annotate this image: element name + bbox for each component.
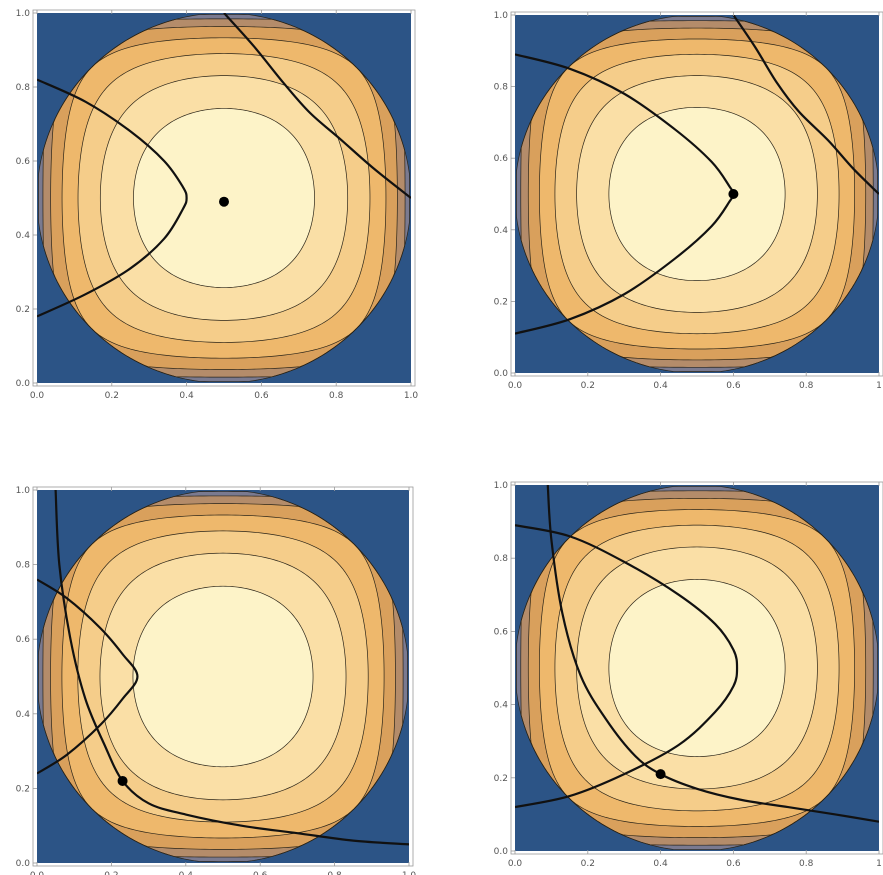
constraint-curve-2 — [54, 490, 409, 846]
contour-line-4 — [539, 509, 855, 827]
x-tick-label: 0.0 — [30, 391, 45, 401]
y-tick-label: 0.0 — [16, 379, 31, 389]
plot-area — [37, 490, 409, 863]
contour-line-7 — [608, 579, 786, 757]
contour-level-7 — [132, 586, 314, 767]
x-tick-label: 0.8 — [799, 381, 814, 391]
x-tick-label: 0.2 — [581, 859, 595, 869]
y-tick-label: 1.0 — [494, 481, 509, 491]
y-tick-label: 0.6 — [494, 627, 509, 637]
plot-area — [37, 13, 411, 383]
contour-line-5 — [554, 53, 840, 335]
x-tick-label: 0.0 — [508, 859, 523, 869]
contour-panel-3: 0.0 0.2 0.4 0.6 0.8 1.0 0.0 0.2 0.4 0.6 0.8 1.0 — [16, 486, 417, 875]
contour-level-7 — [608, 107, 786, 281]
y-tick-label: 0.2 — [16, 305, 30, 315]
y-tick-label: 0.6 — [494, 154, 509, 164]
x-tick-label: 0.2 — [104, 871, 118, 875]
contour-panel-2: 0.0 0.2 0.4 0.6 0.8 1 0.0 0.2 0.4 0.6 0.8 1.0 — [494, 11, 883, 391]
x-tick-label: 0.6 — [254, 391, 269, 401]
y-tick-label: 0.8 — [494, 554, 509, 564]
contour-line-4 — [61, 514, 385, 839]
contour-line-4 — [539, 38, 855, 350]
contour-line-3 — [527, 27, 867, 361]
plot-frame — [510, 481, 883, 855]
plot-area — [515, 485, 879, 851]
y-tick-label: 0.2 — [494, 774, 508, 784]
y-tick-label: 0.8 — [16, 561, 31, 571]
contour-line-3 — [50, 26, 398, 370]
constraint-curve-1 — [37, 578, 139, 775]
y-tick-label: 1.0 — [16, 9, 31, 19]
contour-panel-1: 0.0 0.2 0.4 0.6 0.8 1.0 0.0 0.2 0.4 0.6 0.8 1.0 — [16, 9, 419, 401]
x-tick-label: 0.6 — [726, 381, 741, 391]
contour-line-5 — [77, 53, 371, 343]
x-tick-label: 1 — [876, 381, 882, 391]
contour-line-6 — [99, 552, 347, 801]
contour-line-3 — [527, 497, 867, 839]
y-tick-label: 0.6 — [16, 635, 31, 645]
y-tick-label: 0.8 — [494, 83, 509, 93]
marked-point — [655, 769, 666, 780]
x-tick-label: 0.8 — [329, 391, 344, 401]
x-tick-label: 0.4 — [179, 391, 194, 401]
y-tick-label: 0.6 — [16, 157, 31, 167]
constraint-curve-1 — [515, 524, 739, 809]
x-tick-label: 1 — [876, 859, 882, 869]
x-tick-label: 0.8 — [799, 859, 814, 869]
plot-frame — [32, 486, 414, 867]
x-tick-label: 0.8 — [327, 871, 342, 875]
marked-point — [117, 775, 128, 786]
marked-point — [219, 196, 229, 207]
y-tick-label: 0.2 — [494, 297, 508, 307]
marked-point — [728, 189, 739, 199]
plot-area — [515, 15, 879, 373]
constraint-curve-2 — [546, 485, 879, 823]
constraint-curve-2 — [223, 13, 411, 199]
plot-frame — [510, 11, 883, 377]
contour-line-4 — [61, 37, 387, 359]
x-tick-label: 0.6 — [726, 859, 741, 869]
x-tick-label: 1.0 — [402, 871, 417, 875]
plot-frame — [32, 9, 416, 387]
constraint-curve-2 — [732, 15, 879, 195]
x-tick-label: 1.0 — [404, 391, 419, 401]
y-tick-label: 0.0 — [16, 859, 31, 869]
constraint-curve-1 — [37, 78, 188, 318]
contour-line-7 — [133, 108, 315, 288]
x-tick-label: 0.2 — [581, 381, 595, 391]
contour-line-6 — [99, 75, 349, 321]
y-tick-label: 0.4 — [494, 226, 509, 236]
x-tick-label: 0.0 — [30, 871, 45, 875]
y-tick-label: 0.4 — [16, 710, 31, 720]
contour-line-5 — [554, 524, 840, 812]
contour-level-7 — [608, 579, 786, 757]
y-tick-label: 0.0 — [494, 369, 509, 379]
contour-line-6 — [576, 75, 818, 313]
x-tick-label: 0.6 — [253, 871, 268, 875]
contour-panel-4: 0.0 0.2 0.4 0.6 0.8 1 0.0 0.2 0.4 0.6 0.8 1.0 — [494, 481, 883, 869]
contour-line-7 — [132, 585, 314, 768]
y-tick-label: 1.0 — [494, 11, 509, 21]
x-tick-label: 0.0 — [508, 381, 523, 391]
contour-line-3 — [50, 503, 396, 850]
y-tick-label: 1.0 — [16, 486, 31, 496]
y-tick-label: 0.2 — [16, 784, 30, 794]
x-tick-label: 0.2 — [105, 391, 119, 401]
y-tick-label: 0.0 — [494, 847, 509, 857]
contour-line-7 — [608, 106, 786, 282]
y-tick-label: 0.4 — [494, 701, 509, 711]
x-tick-label: 0.4 — [653, 859, 668, 869]
y-tick-label: 0.8 — [16, 83, 31, 93]
x-tick-label: 0.4 — [653, 381, 668, 391]
x-tick-label: 0.4 — [179, 871, 194, 875]
y-tick-label: 0.4 — [16, 231, 31, 241]
